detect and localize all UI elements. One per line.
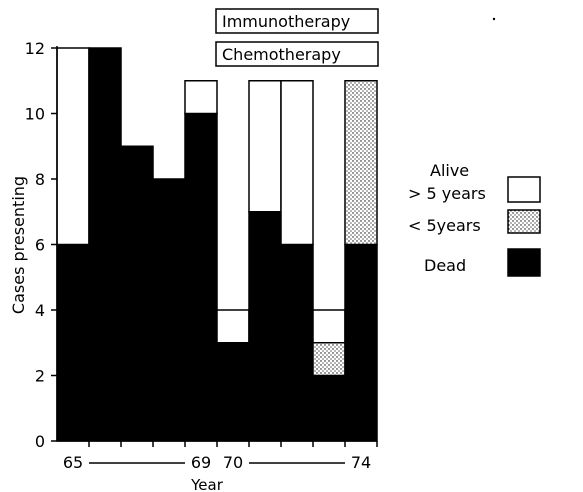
bar-segment-dead-70 <box>216 342 250 442</box>
annotation-box <box>215 41 379 67</box>
bar-segment-dead-69 <box>184 112 218 442</box>
annotation-label: Immunotherapy <box>222 12 350 31</box>
y-axis-title: Cases presenting <box>9 176 28 314</box>
x-tick-label: 65 <box>63 453 83 472</box>
bar-segment-dead-65 <box>56 243 90 442</box>
legend-label-dead: Dead <box>424 256 466 275</box>
legend-label-lt5: < 5years <box>408 216 481 235</box>
bar-segment-dead-68 <box>152 178 186 442</box>
bar-segment-dead-73 <box>312 374 346 442</box>
bar-segment-alive_lt5-73 <box>312 342 346 377</box>
y-tick-label: 4 <box>35 301 45 320</box>
x-axis-title: Year <box>190 476 224 492</box>
bar-segment-dead-71 <box>248 211 282 442</box>
y-tick-label: 0 <box>35 432 45 451</box>
bars-group <box>56 47 378 442</box>
ticks-group: 0 2 4 6 8 10 12 65 69 70 74 <box>25 39 378 472</box>
legend-swatch-lt5 <box>507 209 541 234</box>
bar-segment-alive_lt5-74 <box>344 80 378 246</box>
bar-segment-dead-66 <box>88 47 122 442</box>
bar-segment-alive_gt5-73 <box>312 309 346 344</box>
bar-segment-alive_gt5-70 <box>216 309 250 344</box>
legend-swatch-dead <box>507 248 541 277</box>
annotation-box <box>215 8 379 34</box>
annotation-immunotherapy: Immunotherapy <box>215 8 379 34</box>
y-tick-label: 10 <box>25 105 45 124</box>
legend-heading: Alive <box>430 161 469 180</box>
annotation-label: Chemotherapy <box>222 45 341 64</box>
bar-segment-alive_gt5-69 <box>184 80 218 115</box>
y-tick-label: 2 <box>35 367 45 386</box>
bar-segment-dead-72 <box>280 243 314 442</box>
legend-label-gt5: > 5 years <box>408 184 486 203</box>
y-tick-label: 6 <box>35 236 45 255</box>
bar-segment-dead-74 <box>344 243 378 442</box>
bar-segment-alive_gt5-65 <box>56 47 90 246</box>
speck <box>492 17 496 21</box>
bar-segment-alive_gt5-72 <box>280 80 314 246</box>
legend: Alive > 5 years < 5years Dead <box>408 161 541 277</box>
y-tick-label: 8 <box>35 170 45 189</box>
x-tick-label: 69 <box>191 453 211 472</box>
bar-segment-alive_gt5-71 <box>248 80 282 213</box>
x-tick-label: 74 <box>351 453 371 472</box>
y-tick-label: 12 <box>25 39 45 58</box>
annotation-chemotherapy: Chemotherapy <box>215 41 379 67</box>
bar-segment-dead-67 <box>120 145 154 442</box>
legend-swatch-gt5 <box>507 176 541 203</box>
x-tick-label: 70 <box>223 453 243 472</box>
